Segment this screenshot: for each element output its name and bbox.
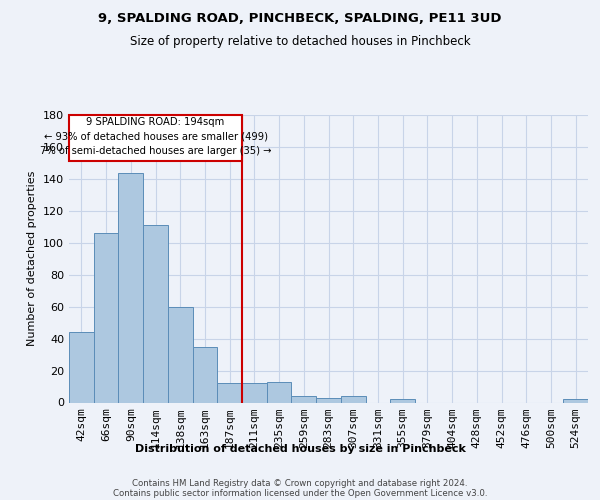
Y-axis label: Number of detached properties: Number of detached properties bbox=[28, 171, 37, 346]
Bar bbox=[242, 384, 267, 402]
Bar bbox=[168, 306, 193, 402]
FancyBboxPatch shape bbox=[69, 115, 242, 162]
Text: Contains HM Land Registry data © Crown copyright and database right 2024.
Contai: Contains HM Land Registry data © Crown c… bbox=[113, 479, 487, 498]
Bar bbox=[563, 400, 588, 402]
Bar bbox=[94, 233, 118, 402]
Bar bbox=[267, 382, 292, 402]
Bar bbox=[118, 172, 143, 402]
Text: Size of property relative to detached houses in Pinchbeck: Size of property relative to detached ho… bbox=[130, 35, 470, 48]
Text: 9, SPALDING ROAD, PINCHBECK, SPALDING, PE11 3UD: 9, SPALDING ROAD, PINCHBECK, SPALDING, P… bbox=[98, 12, 502, 26]
Bar bbox=[390, 400, 415, 402]
Bar bbox=[217, 384, 242, 402]
Bar bbox=[69, 332, 94, 402]
Bar bbox=[341, 396, 365, 402]
Bar bbox=[316, 398, 341, 402]
Bar bbox=[193, 346, 217, 403]
Bar bbox=[143, 225, 168, 402]
Text: Distribution of detached houses by size in Pinchbeck: Distribution of detached houses by size … bbox=[134, 444, 466, 454]
Bar bbox=[292, 396, 316, 402]
Text: 9 SPALDING ROAD: 194sqm
← 93% of detached houses are smaller (499)
7% of semi-de: 9 SPALDING ROAD: 194sqm ← 93% of detache… bbox=[40, 117, 271, 156]
